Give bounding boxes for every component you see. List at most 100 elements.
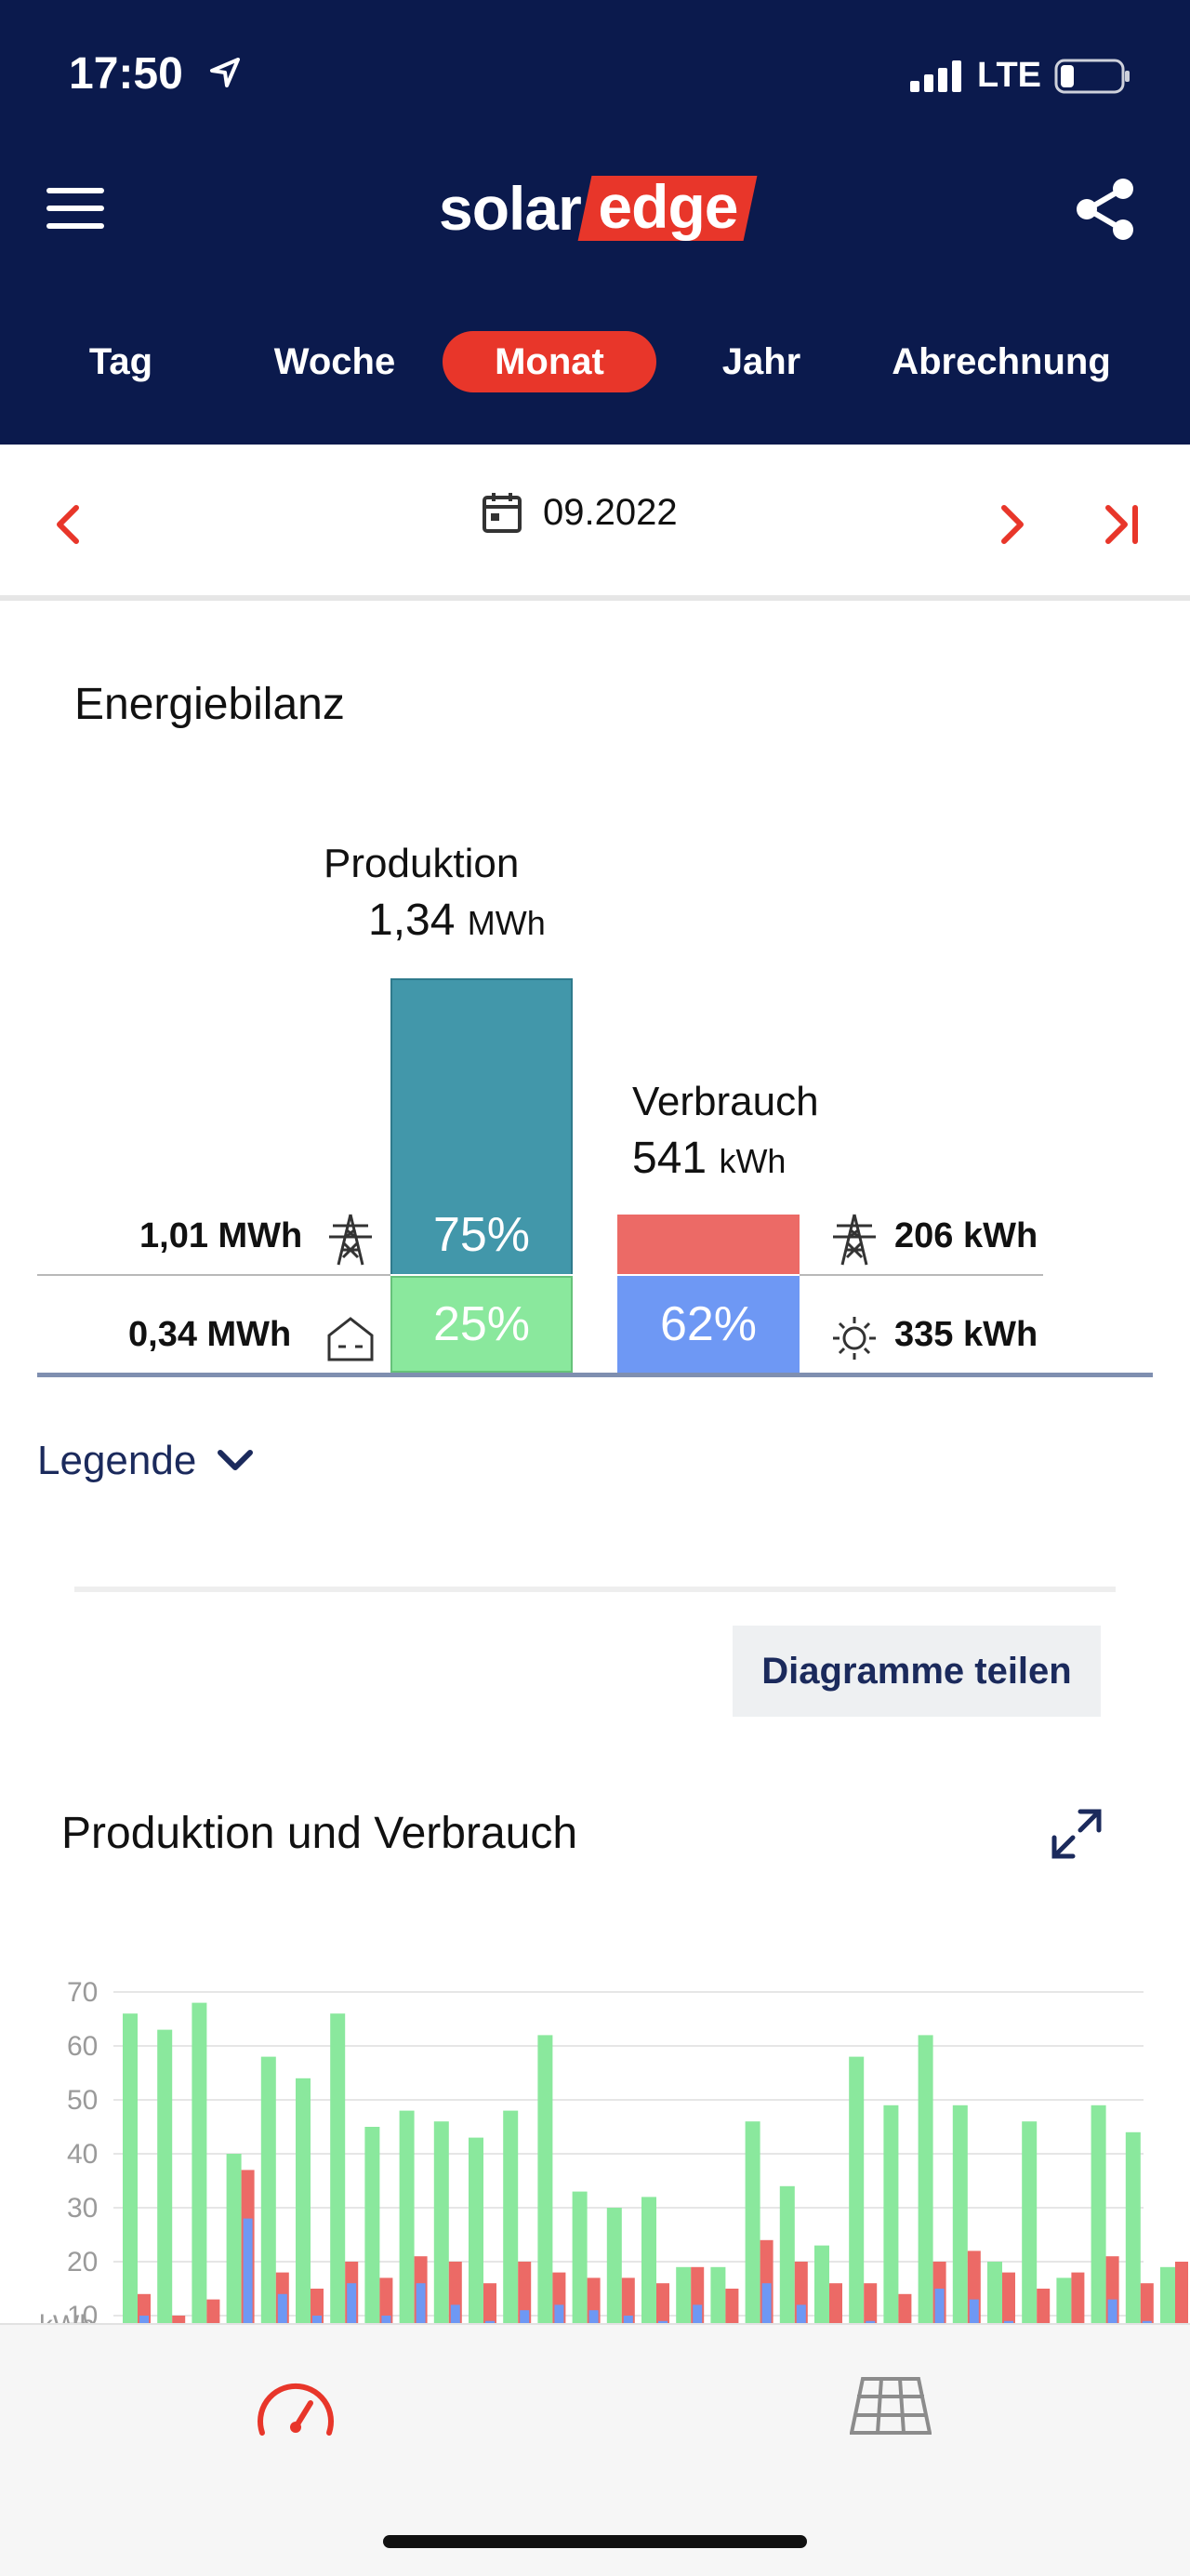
energy-balance-title: Energiebilanz	[74, 680, 345, 729]
solar-value: 335 kWh	[894, 1315, 1038, 1354]
production-value: 1,34	[368, 896, 456, 945]
current-period: 09.2022	[543, 491, 678, 533]
bar-production-day-4	[226, 2154, 242, 2323]
consumption-value: 541	[632, 1134, 707, 1183]
y-tick-label: 10	[67, 2301, 98, 2323]
bar-production-day-14	[572, 2191, 588, 2323]
solar-panel-layout-icon[interactable]	[850, 2375, 932, 2437]
bar-import-day-23	[898, 2293, 912, 2323]
y-tick-label: 60	[67, 2031, 98, 2062]
production-consumption-chart: 10 20 30 40 50 60 70 kWh	[0, 1916, 1190, 2323]
bar-import-day-28	[1071, 2272, 1085, 2323]
bar-production-day-7	[330, 2013, 346, 2323]
date-picker[interactable]: 09.2022	[482, 491, 678, 534]
skip-to-latest-icon[interactable]	[1103, 504, 1142, 545]
sun-icon	[833, 1317, 876, 1360]
bar-production-day-21	[814, 2245, 829, 2323]
logo-edge: edge	[598, 172, 738, 241]
bar-import-day-16	[656, 2283, 669, 2323]
bar-production-day-28	[1056, 2277, 1072, 2323]
bar-solar-day-1	[139, 2316, 149, 2323]
production-unit: MWh	[467, 904, 546, 942]
import-value: 206 kWh	[894, 1216, 1038, 1255]
bar-solar-day-17	[693, 2304, 703, 2323]
tab-monat[interactable]: Monat	[443, 331, 656, 392]
bar-solar-day-19	[761, 2283, 772, 2323]
tab-jahr[interactable]: Jahr	[721, 341, 801, 382]
bar-import-day-26	[1002, 2272, 1015, 2323]
bar-production-day-22	[849, 2056, 865, 2323]
bar-solar-day-14	[588, 2310, 599, 2323]
bar-import-day-15	[621, 2277, 635, 2323]
bar-solar-day-26	[1004, 2320, 1013, 2323]
logo-edge-box: edge	[577, 172, 758, 241]
expand-icon[interactable]	[1051, 1808, 1103, 1860]
network-label: LTE	[977, 56, 1041, 95]
tab-abrechnung[interactable]: Abrechnung	[892, 341, 1111, 382]
bar-import-day-22	[864, 2283, 878, 2323]
bar-solar-day-24	[934, 2289, 945, 2323]
bottom-navigation	[0, 2323, 1190, 2576]
consumption-label: Verbrauch	[632, 1079, 819, 1124]
bar-production-day-8	[364, 2127, 380, 2323]
bar-solar-day-20	[796, 2304, 806, 2323]
bar-production-day-19	[745, 2121, 760, 2323]
bar-production-day-9	[399, 2110, 415, 2323]
separator-line-right	[800, 1274, 1043, 1276]
bar-import-trailing	[1175, 2262, 1188, 2323]
bar-import-day-11	[483, 2283, 496, 2323]
production-total: 1,34 MWh	[368, 895, 546, 946]
grid-tower-import-icon	[833, 1214, 876, 1266]
share-icon[interactable]	[1073, 177, 1138, 242]
bar-solar-day-12	[520, 2310, 530, 2323]
solar-percent: 62%	[659, 1297, 758, 1351]
bar-solar-day-6	[312, 2316, 322, 2323]
production-label: Produktion	[324, 841, 520, 886]
y-tick-label: 20	[67, 2247, 98, 2277]
export-percent: 75%	[432, 1208, 531, 1262]
bar-solar-day-11	[485, 2320, 495, 2323]
bar-import-day-6	[311, 2289, 324, 2323]
tab-woche[interactable]: Woche	[273, 341, 396, 382]
bar-production-day-12	[503, 2110, 519, 2323]
bar-production-day-2	[157, 2029, 173, 2323]
bar-import-day-27	[1037, 2289, 1051, 2323]
chevron-right-icon[interactable]	[998, 504, 1026, 545]
bar-solar-day-8	[381, 2316, 391, 2323]
legend-label: Legende	[37, 1438, 197, 1483]
grid-tower-icon	[329, 1214, 372, 1266]
bar-production-day-16	[641, 2197, 656, 2323]
chart-svg: 10 20 30 40 50 60 70 kWh	[39, 1977, 1188, 2323]
bar-production-trailing	[1160, 2266, 1175, 2323]
bar-solar-day-4	[243, 2218, 253, 2323]
tab-tag[interactable]: Tag	[88, 341, 153, 382]
bar-production-day-30	[1125, 2131, 1141, 2323]
bar-production-day-20	[779, 2185, 795, 2323]
location-arrow-icon	[210, 58, 240, 87]
production-consumption-title: Produktion und Verbrauch	[61, 1809, 578, 1858]
self-consumption-bar: 25%	[390, 1276, 573, 1373]
bar-solar-day-30	[1142, 2320, 1152, 2323]
export-bar: 75%	[390, 978, 573, 1274]
app-header: 17:50 LTE solar edge Tag Woche Monat Ja	[0, 0, 1190, 445]
house-icon	[327, 1317, 374, 1361]
bar-import-day-8	[379, 2277, 393, 2323]
bar-production-day-25	[952, 2105, 968, 2323]
legend-toggle[interactable]: Legende	[37, 1438, 254, 1484]
bar-production-day-17	[676, 2266, 692, 2323]
date-navigation: 09.2022	[0, 445, 1190, 601]
chevron-left-icon[interactable]	[54, 504, 82, 545]
bar-production-day-29	[1091, 2105, 1106, 2323]
bar-production-day-13	[537, 2035, 553, 2323]
bar-solar-day-22	[866, 2320, 876, 2323]
bar-production-day-23	[883, 2105, 899, 2323]
y-tick-label: 50	[67, 2085, 98, 2116]
share-diagrams-button[interactable]: Diagramme teilen	[733, 1626, 1101, 1717]
bar-production-day-6	[296, 2078, 311, 2323]
hamburger-menu-icon[interactable]	[46, 188, 104, 229]
solar-consumption-bar: 62%	[617, 1276, 800, 1373]
dashboard-gauge-icon[interactable]	[253, 2375, 338, 2440]
bar-production-day-3	[192, 2002, 207, 2323]
period-tabs: Tag Woche Monat Jahr Abrechnung	[0, 331, 1190, 396]
calendar-icon	[483, 493, 522, 533]
